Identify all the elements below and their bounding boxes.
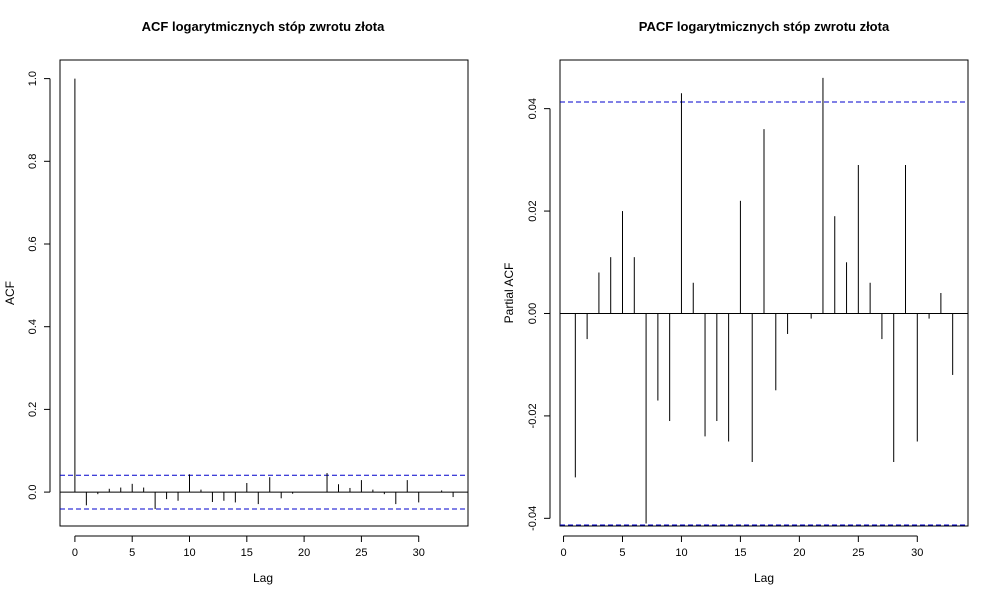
acf-x-tick-label: 10 bbox=[183, 547, 195, 559]
acf-title: ACF logarytmicznych stóp zwrotu złota bbox=[142, 19, 385, 34]
acf-y-axis-label: ACF bbox=[3, 281, 17, 305]
pacf-y-tick-label: 0.00 bbox=[527, 303, 539, 324]
acf-marks bbox=[60, 78, 468, 510]
acf-x-tick-label: 30 bbox=[413, 547, 425, 559]
acf-panel: ACF logarytmicznych stóp zwrotu złota 0 5… bbox=[3, 19, 469, 585]
acf-x-tick-label: 20 bbox=[298, 547, 310, 559]
acf-y-tick-label: 1.0 bbox=[27, 71, 39, 86]
pacf-plot-frame bbox=[559, 59, 969, 527]
acf-x-axis: 0 5 10 15 20 25 30 bbox=[72, 535, 425, 559]
pacf-x-axis: 0 5 10 15 20 25 30 bbox=[560, 535, 923, 559]
pacf-x-tick-label: 25 bbox=[852, 547, 864, 559]
acf-x-tick-label: 5 bbox=[129, 547, 135, 559]
pacf-x-tick-label: 30 bbox=[911, 547, 923, 559]
acf-x-tick-label: 25 bbox=[355, 547, 367, 559]
acf-plot-frame bbox=[59, 59, 469, 527]
pacf-x-tick-label: 20 bbox=[793, 547, 805, 559]
pacf-y-tick-label: -0.04 bbox=[527, 506, 539, 531]
pacf-y-axis: -0.04 -0.02 0.00 0.02 0.04 bbox=[527, 98, 551, 531]
pacf-marks bbox=[560, 77, 968, 526]
pacf-x-tick-label: 10 bbox=[675, 547, 687, 559]
pacf-x-tick-label: 0 bbox=[560, 547, 566, 559]
pacf-x-tick-label: 5 bbox=[619, 547, 625, 559]
pacf-x-tick-label: 15 bbox=[734, 547, 746, 559]
acf-x-tick-label: 15 bbox=[241, 547, 253, 559]
pacf-y-tick-label: -0.02 bbox=[527, 403, 539, 428]
acf-x-axis-label: Lag bbox=[253, 571, 273, 585]
pacf-y-tick-label: 0.02 bbox=[527, 200, 539, 221]
pacf-panel: PACF logarytmicznych stóp zwrotu złota 0… bbox=[502, 19, 969, 585]
pacf-title: PACF logarytmicznych stóp zwrotu złota bbox=[639, 19, 890, 34]
pacf-y-axis-label: Partial ACF bbox=[502, 263, 516, 324]
acf-y-tick-label: 0.2 bbox=[27, 402, 39, 417]
acf-y-tick-label: 0.0 bbox=[27, 484, 39, 499]
pacf-x-axis-label: Lag bbox=[754, 571, 774, 585]
acf-y-axis: 0.0 0.2 0.4 0.6 0.8 1.0 bbox=[27, 71, 51, 500]
pacf-y-tick-label: 0.04 bbox=[527, 98, 539, 119]
acf-x-tick-label: 0 bbox=[72, 547, 78, 559]
acf-y-tick-label: 0.8 bbox=[27, 154, 39, 169]
acf-y-tick-label: 0.4 bbox=[27, 319, 39, 334]
acf-y-tick-label: 0.6 bbox=[27, 236, 39, 251]
